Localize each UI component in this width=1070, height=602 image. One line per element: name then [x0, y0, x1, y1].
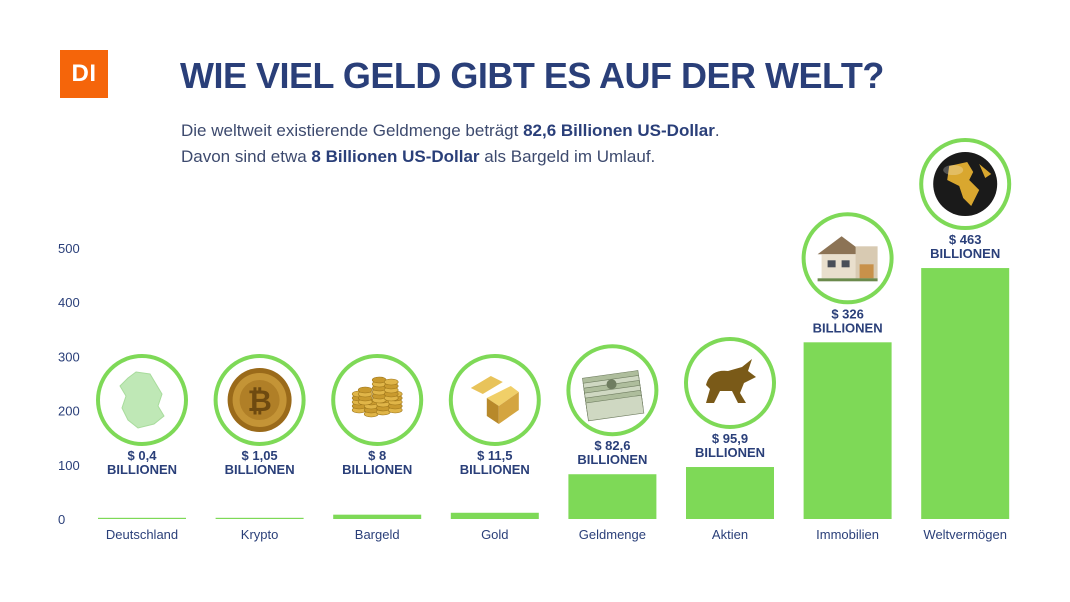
- bar-bargeld: [333, 514, 422, 519]
- bar-immobilien: [803, 342, 892, 519]
- coins-icon: [331, 354, 424, 446]
- category-label: Bargeld: [355, 527, 400, 542]
- subtitle-line-1: Die weltweit existierende Geldmenge betr…: [181, 121, 720, 140]
- value-label: $ 1,05: [242, 448, 278, 463]
- bar-aktien: [686, 467, 774, 519]
- value-label: $ 0,4: [128, 448, 158, 463]
- value-label: $ 95,9: [712, 431, 748, 446]
- y-tick-label: 300: [58, 349, 80, 364]
- value-unit-label: BILLIONEN: [460, 462, 530, 477]
- value-label: $ 11,5: [477, 448, 512, 463]
- category-label: Aktien: [712, 527, 748, 542]
- subtitle-line-2: Davon sind etwa 8 Billionen US-Dollar al…: [181, 147, 656, 166]
- value-unit-label: BILLIONEN: [107, 462, 177, 477]
- globe-icon: [919, 138, 1012, 231]
- gold-bars-icon: [448, 354, 541, 446]
- value-label: $ 82,6: [594, 438, 630, 453]
- germany-map-icon: [96, 354, 188, 446]
- value-unit-label: BILLIONEN: [225, 462, 295, 477]
- value-unit-label: BILLIONEN: [813, 320, 883, 335]
- svg-text:₿: ₿: [247, 384, 271, 419]
- bull-icon: [684, 337, 776, 430]
- category-label: Krypto: [241, 527, 279, 542]
- page-title: WIE VIEL GELD GIBT ES AUF DER WELT?: [180, 55, 884, 96]
- value-unit-label: BILLIONEN: [930, 246, 1000, 261]
- y-tick-label: 400: [58, 295, 80, 310]
- value-label: $ 326: [831, 306, 864, 321]
- y-tick-label: 0: [58, 512, 65, 527]
- category-label: Deutschland: [106, 527, 178, 542]
- bitcoin-icon: ₿: [213, 354, 306, 446]
- value-label: $ 463: [949, 232, 982, 247]
- value-unit-label: BILLIONEN: [695, 445, 765, 460]
- logo: DI: [60, 50, 108, 98]
- value-label: $ 8: [368, 448, 386, 463]
- bar-krypto: [215, 517, 304, 519]
- house-icon: [801, 212, 894, 305]
- category-label: Immobilien: [816, 527, 879, 542]
- bar-weltvermögen: [921, 268, 1010, 519]
- category-label: Gold: [481, 527, 508, 542]
- y-tick-label: 100: [58, 458, 80, 473]
- y-tick-label: 200: [58, 404, 80, 419]
- y-tick-label: 500: [58, 241, 80, 256]
- value-unit-label: BILLIONEN: [577, 452, 647, 467]
- bar-deutschland: [98, 517, 186, 519]
- value-unit-label: BILLIONEN: [342, 462, 412, 477]
- category-label: Weltvermögen: [923, 527, 1007, 542]
- bar-geldmenge: [568, 474, 657, 519]
- bar-gold: [450, 512, 539, 519]
- banknotes-icon: [566, 344, 659, 437]
- category-label: Geldmenge: [579, 527, 646, 542]
